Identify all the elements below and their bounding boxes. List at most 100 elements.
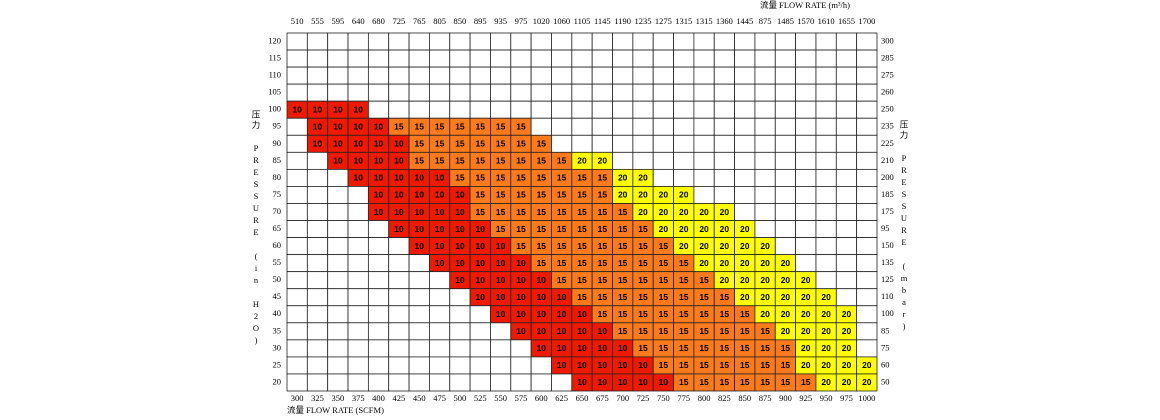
cell-value: 10 <box>476 258 486 268</box>
cell <box>835 186 858 204</box>
cell <box>652 168 674 187</box>
cell <box>327 322 349 341</box>
cell <box>306 322 329 341</box>
cell <box>306 186 329 204</box>
top-column-label: 595 <box>331 16 344 26</box>
cell-value: 10 <box>455 207 465 217</box>
cell-value: 15 <box>598 258 608 268</box>
cell <box>693 168 715 187</box>
bottom-column-label: 325 <box>311 393 324 403</box>
right-row-label: 175 <box>881 206 894 216</box>
cell <box>306 339 329 358</box>
cell-value: 10 <box>353 173 363 183</box>
top-column-label: 1145 <box>594 16 611 26</box>
cell-value: 20 <box>740 292 750 302</box>
cell-value: 15 <box>801 377 811 387</box>
cell <box>713 66 735 85</box>
top-column-label: 895 <box>474 16 487 26</box>
top-column-label: 1360 <box>716 16 733 26</box>
cell-value: 15 <box>699 360 709 370</box>
cell <box>449 49 471 68</box>
cell <box>510 339 532 358</box>
cell <box>530 66 552 85</box>
cell-value: 15 <box>618 224 628 234</box>
cell-value: 10 <box>435 190 445 200</box>
cell-value: 10 <box>455 241 465 251</box>
cell <box>795 32 817 51</box>
cell <box>347 322 369 341</box>
left-row-label: 60 <box>273 240 282 250</box>
cell <box>795 151 817 170</box>
cell <box>306 220 329 238</box>
cell <box>652 49 674 68</box>
bottom-column-label: 775 <box>677 393 690 403</box>
cell <box>612 100 634 119</box>
cell <box>734 151 756 170</box>
cell-value: 15 <box>557 190 567 200</box>
cell <box>530 356 552 375</box>
cell <box>774 186 797 204</box>
cell-value: 15 <box>659 275 669 285</box>
cell-value: 20 <box>638 190 648 200</box>
cell-value: 15 <box>699 275 709 285</box>
cell-value: 10 <box>557 326 567 336</box>
cell-value: 20 <box>760 309 770 319</box>
cell <box>835 271 858 290</box>
cell <box>286 288 308 307</box>
cell-value: 15 <box>557 207 567 217</box>
cell <box>795 237 817 256</box>
cell <box>510 66 532 85</box>
cell-value: 20 <box>801 292 811 302</box>
cell <box>754 203 776 221</box>
cell-value: 10 <box>353 104 363 114</box>
cell-value: 15 <box>618 207 628 217</box>
cell <box>347 203 369 221</box>
cell-value: 15 <box>537 207 547 217</box>
cell-value: 10 <box>333 104 343 114</box>
right-row-label: 260 <box>881 87 894 97</box>
cell-value: 20 <box>862 377 872 387</box>
right-row-label: 285 <box>881 53 894 63</box>
cell <box>286 254 308 273</box>
cell-value: 20 <box>699 207 709 217</box>
cell <box>713 117 735 136</box>
cell-value: 20 <box>659 190 669 200</box>
cell-value: 15 <box>435 156 445 166</box>
cell-value: 20 <box>821 360 831 370</box>
left-row-label: 50 <box>273 274 282 284</box>
cell <box>571 32 593 51</box>
cell <box>347 356 369 375</box>
cell-value: 15 <box>516 190 526 200</box>
cell-value: 15 <box>577 275 587 285</box>
cell <box>306 237 329 256</box>
top-column-label: 1315 <box>675 16 692 26</box>
cell <box>754 220 776 238</box>
cell-value: 15 <box>699 309 709 319</box>
cell <box>347 339 369 358</box>
cell-value: 10 <box>618 343 628 353</box>
cell <box>774 168 797 187</box>
cell <box>388 254 410 273</box>
cell-value: 10 <box>496 258 506 268</box>
cell-value: 20 <box>821 377 831 387</box>
cell <box>551 373 573 392</box>
cell <box>449 339 471 358</box>
cell <box>815 203 837 221</box>
cell <box>632 151 654 170</box>
cell-value: 10 <box>618 377 628 387</box>
cell <box>795 186 817 204</box>
cell <box>734 83 756 102</box>
cell-value: 20 <box>781 258 791 268</box>
cell <box>815 168 837 187</box>
cell-value: 20 <box>720 207 730 217</box>
bottom-column-label: 550 <box>494 393 507 403</box>
cell-value: 20 <box>679 224 689 234</box>
cell-value: 15 <box>598 173 608 183</box>
cell <box>286 32 308 51</box>
right-row-label: 225 <box>881 138 894 148</box>
cell <box>693 32 715 51</box>
cell-value: 10 <box>292 104 302 114</box>
cell-value: 10 <box>638 360 648 370</box>
cell <box>408 305 430 324</box>
cell <box>367 220 390 238</box>
